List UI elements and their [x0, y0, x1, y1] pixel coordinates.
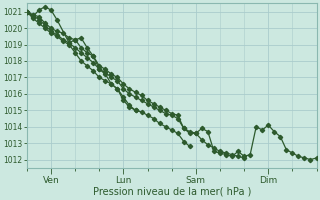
- X-axis label: Pression niveau de la mer( hPa ): Pression niveau de la mer( hPa ): [92, 187, 251, 197]
